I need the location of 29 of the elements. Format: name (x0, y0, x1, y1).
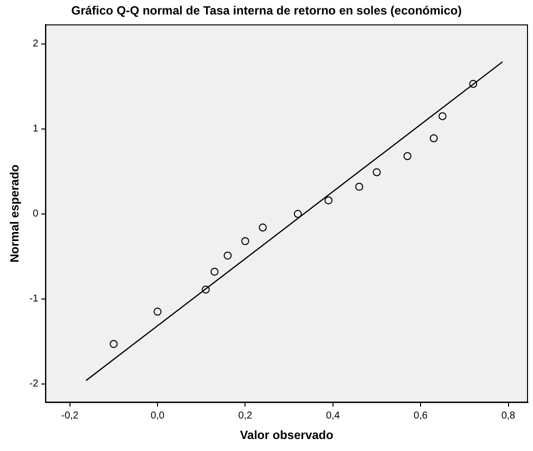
x-axis-title: Valor observado (240, 428, 334, 442)
point (202, 286, 210, 294)
y-tick-label: 1 (32, 124, 39, 135)
x-tick-label: 0,0 (150, 410, 165, 422)
y-tick-label: 0 (32, 208, 39, 220)
point (294, 210, 302, 218)
y-axis-title: Normal esperado (8, 164, 22, 263)
point (355, 182, 364, 191)
x-tick-label: -0,2 (61, 410, 79, 422)
point (210, 268, 219, 276)
point (241, 237, 250, 246)
point (224, 252, 232, 260)
point (258, 224, 267, 232)
point (469, 80, 478, 88)
point (324, 196, 333, 204)
x-tick-label: 0,2 (238, 410, 253, 422)
point (403, 152, 412, 160)
y-tick-label: -2 (29, 378, 39, 390)
y-tick-label: 2 (32, 38, 39, 50)
x-tick-label: 0,6 (414, 410, 428, 422)
point (154, 308, 162, 316)
x-tick-label: 0,4 (326, 410, 340, 422)
point (438, 112, 447, 120)
point (430, 134, 438, 142)
chart-title: Gráfico Q-Q normal de Tasa interna de retorno en soles (económico) (71, 4, 462, 18)
point (110, 340, 118, 348)
x-tick-label: 0,8 (501, 410, 516, 422)
y-tick-label: -1 (29, 294, 39, 305)
point (372, 168, 381, 176)
